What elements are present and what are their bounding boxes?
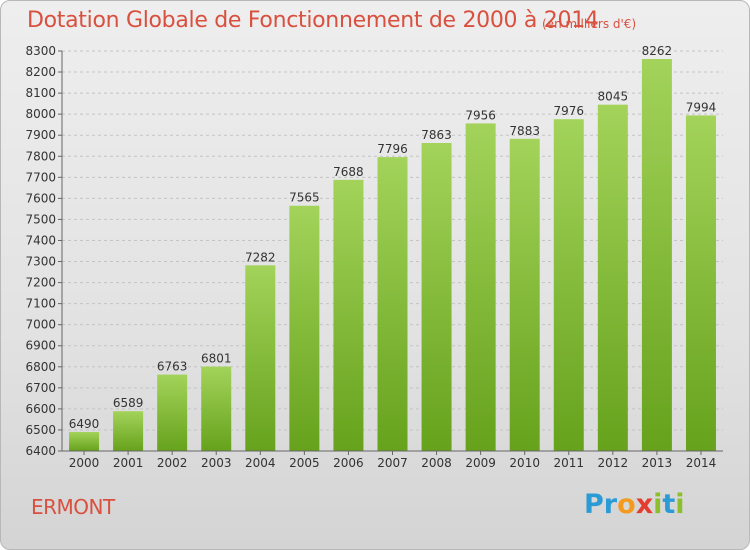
y-tick-label: 8200 xyxy=(25,65,56,79)
bar-2011 xyxy=(553,119,584,452)
x-tick-label: 2005 xyxy=(289,456,320,470)
y-tick-label: 7100 xyxy=(25,297,56,311)
x-tick-label: 2011 xyxy=(553,456,584,470)
bar-2014 xyxy=(685,115,716,451)
y-tick-label: 6600 xyxy=(25,402,56,416)
bar-2009 xyxy=(465,123,496,451)
y-tick-label: 7800 xyxy=(25,149,56,163)
x-tick-label: 2003 xyxy=(201,456,232,470)
y-tick-label: 8300 xyxy=(25,44,56,58)
y-tick-label: 7300 xyxy=(25,255,56,269)
x-tick-label: 2007 xyxy=(377,456,408,470)
x-tick-label: 2001 xyxy=(113,456,144,470)
x-tick-label: 2008 xyxy=(421,456,452,470)
logo-letter: x xyxy=(635,489,654,520)
x-tick-label: 2013 xyxy=(642,456,673,470)
unit-note: (en milliers d'€) xyxy=(542,17,637,31)
y-tick-label: 6500 xyxy=(25,423,56,437)
y-tick-label: 6700 xyxy=(25,381,56,395)
bar-value-label: 6801 xyxy=(201,352,232,366)
bar-2010 xyxy=(509,138,540,451)
x-tick-label: 2002 xyxy=(157,456,188,470)
bar-2008 xyxy=(421,143,452,451)
bar-2003 xyxy=(201,366,232,451)
bar-2000 xyxy=(69,432,100,451)
logo-letter: i xyxy=(653,489,663,520)
bar-value-label: 7565 xyxy=(289,191,320,205)
bar-value-label: 7956 xyxy=(465,108,496,122)
chart-title: Dotation Globale de Fonctionnement de 20… xyxy=(27,8,599,33)
bar-value-label: 7282 xyxy=(245,250,276,264)
bar-value-label: 7976 xyxy=(553,104,584,118)
x-tick-label: 2012 xyxy=(598,456,629,470)
bar-value-label: 8045 xyxy=(598,90,629,104)
bar-value-label: 6490 xyxy=(69,417,100,431)
proxiti-logo[interactable]: Proxiti xyxy=(584,489,685,520)
bar-2005 xyxy=(289,205,320,451)
y-tick-label: 6800 xyxy=(25,360,56,374)
bar-2002 xyxy=(157,374,188,451)
bar-value-label: 7994 xyxy=(686,100,717,114)
y-tick-label: 7500 xyxy=(25,212,56,226)
x-tick-label: 2006 xyxy=(333,456,364,470)
y-tick-label: 7600 xyxy=(25,191,56,205)
bar-2006 xyxy=(333,179,364,451)
x-tick-label: 2010 xyxy=(509,456,540,470)
x-tick-label: 2004 xyxy=(245,456,276,470)
y-tick-label: 7900 xyxy=(25,128,56,142)
logo-letter: r xyxy=(603,489,618,520)
bar-value-label: 7688 xyxy=(333,165,364,179)
bar-2004 xyxy=(245,265,276,451)
bar-value-label: 7863 xyxy=(421,128,452,142)
x-tick-label: 2000 xyxy=(69,456,100,470)
bar-value-label: 6589 xyxy=(113,396,144,410)
y-tick-label: 7000 xyxy=(25,318,56,332)
bar-value-label: 6763 xyxy=(157,360,188,374)
bar-2001 xyxy=(113,411,144,451)
logo-letter: o xyxy=(617,489,636,520)
bar-2012 xyxy=(597,104,628,452)
y-tick-label: 8100 xyxy=(25,86,56,100)
y-tick-label: 7400 xyxy=(25,233,56,247)
y-tick-label: 7200 xyxy=(25,276,56,290)
logo-letter: t xyxy=(662,489,676,520)
logo-letter: i xyxy=(675,489,685,520)
bar-value-label: 8262 xyxy=(642,44,673,58)
town-name: ERMONT xyxy=(31,495,115,519)
y-tick-label: 6400 xyxy=(25,444,56,458)
x-tick-label: 2009 xyxy=(465,456,496,470)
y-tick-label: 8000 xyxy=(25,107,56,121)
logo-letter: P xyxy=(584,489,604,520)
bar-value-label: 7883 xyxy=(509,124,540,138)
bar-2013 xyxy=(641,59,672,451)
x-tick-label: 2014 xyxy=(686,456,717,470)
bar-2007 xyxy=(377,157,408,451)
y-tick-label: 6900 xyxy=(25,339,56,353)
y-tick-label: 7700 xyxy=(25,170,56,184)
bar-value-label: 7796 xyxy=(377,142,408,156)
